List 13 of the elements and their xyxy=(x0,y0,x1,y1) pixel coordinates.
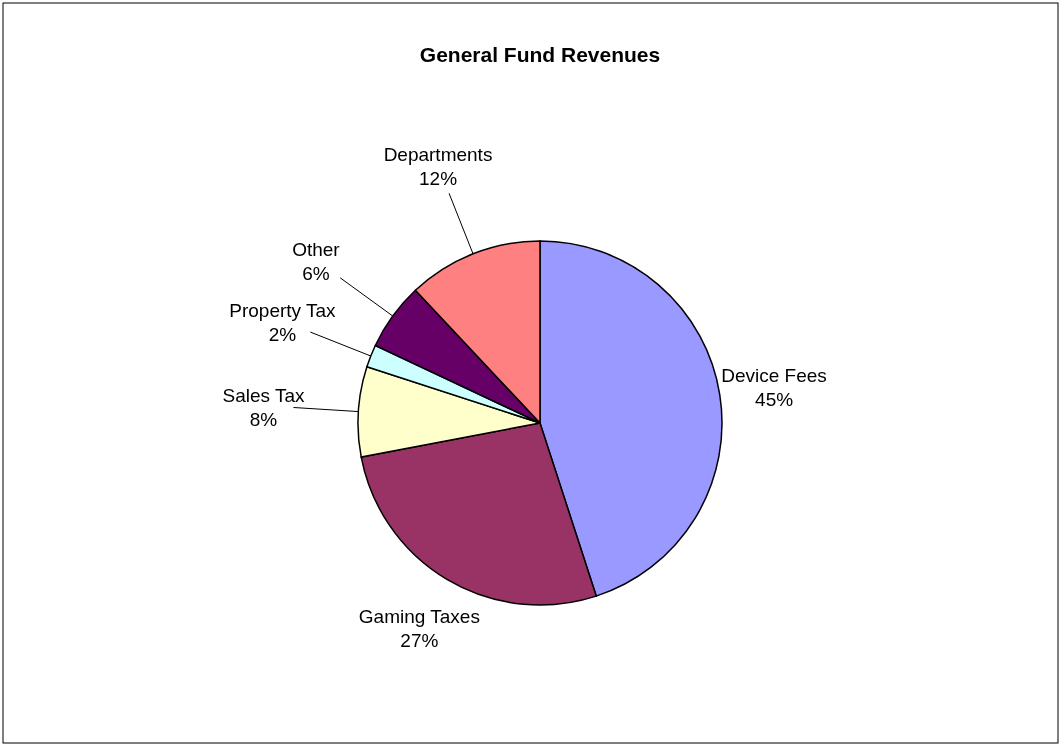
data-label: 8% xyxy=(249,408,278,430)
slice-label: Departments xyxy=(383,144,493,166)
data-label: 12% xyxy=(419,168,458,190)
data-label: 27% xyxy=(400,630,439,651)
slice-label: Other xyxy=(292,239,341,261)
data-label: 45% xyxy=(755,388,794,410)
slice-label: Gaming Taxes xyxy=(358,606,480,627)
slice-label: Property Tax xyxy=(229,300,337,322)
data-label: 6% xyxy=(302,263,330,285)
data-label: 2% xyxy=(268,324,297,346)
chart-title: General Fund Revenues xyxy=(419,43,661,66)
slice-label: Sales Tax xyxy=(222,384,306,406)
slice-label: Device Fees xyxy=(721,364,827,386)
